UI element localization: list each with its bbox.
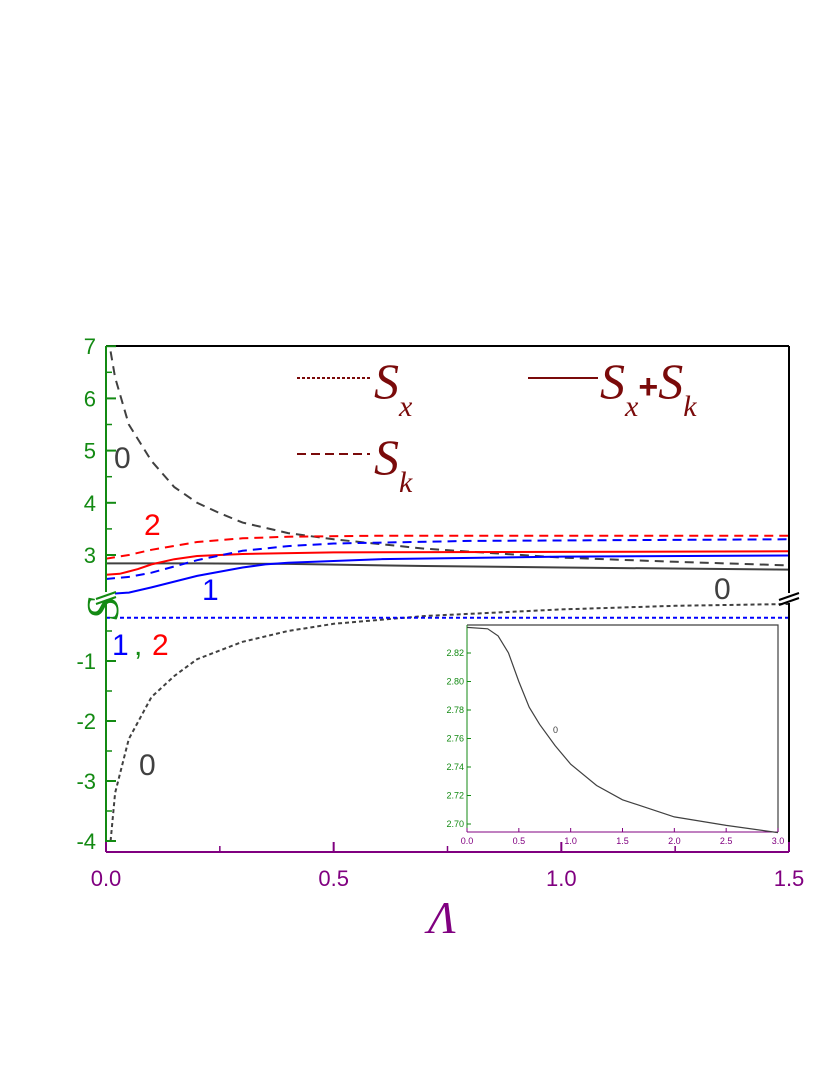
inset-y-tick-label: 2.70 (446, 819, 464, 829)
inset-y-tick-label: 2.74 (446, 762, 464, 772)
inset-y-tick-label: 2.80 (446, 677, 464, 687)
axis-break-mark (778, 592, 800, 601)
annotation-1: 1 (202, 574, 219, 607)
annotation-2: 2 (144, 509, 161, 542)
axis-break-mark (95, 596, 117, 605)
annotation-0-sx: 0 (139, 749, 156, 782)
y-tick-label: 5 (84, 439, 96, 464)
series-0-sk (109, 351, 790, 567)
y-tick-label: -2 (76, 709, 96, 734)
series-0-sx-plus-sk (106, 562, 790, 571)
inset-background (463, 623, 780, 832)
annotation-0-sk: 0 (114, 442, 131, 475)
y-tick-label: 3 (84, 543, 96, 568)
legend-label-sx: Sx (374, 353, 413, 423)
y-tick-label: -3 (76, 769, 96, 794)
inset-x-tick-label: 2.0 (668, 836, 681, 846)
inset-x-tick-label: 0.5 (513, 836, 526, 846)
x-tick-label: 1.5 (774, 866, 805, 891)
inset-x-tick-label: 1.5 (616, 836, 629, 846)
inset-x-tick-label: 1.0 (564, 836, 577, 846)
inset-annotation: 0 (553, 725, 558, 735)
series-2-sk (105, 534, 789, 560)
axes: 7 6 5 4 3 -1 -2 -3 -4 0.0 0.5 1.0 1.5 (76, 334, 804, 891)
legend-label-total: Sx+Sk (600, 353, 697, 423)
y-axis-title: S (77, 597, 128, 620)
legend-label-sk: Sk (374, 429, 413, 499)
series-1-sx-plus-sk (105, 554, 790, 596)
annotation-comma: , (134, 629, 142, 662)
inset-chart: 2.82 2.80 2.78 2.76 2.74 2.72 2.70 0.0 0.5 1.0 1.5… (446, 623, 784, 846)
inset-x-tick-label: 3.0 (772, 836, 785, 846)
y-tick-label: 7 (84, 334, 96, 359)
x-tick-label: 0.5 (318, 866, 349, 891)
axis-break-mark (95, 591, 117, 600)
inset-x-tick-label: 2.5 (720, 836, 733, 846)
y-tick-label: -1 (76, 649, 96, 674)
x-axis-title: Λ (424, 892, 456, 943)
x-tick-label: 0.0 (91, 866, 122, 891)
x-tick-label: 1.0 (546, 866, 577, 891)
legend: Sx Sk Sx+Sk (297, 353, 697, 499)
inset-y-tick-label: 2.82 (446, 648, 464, 658)
inset-series-0 (466, 626, 779, 834)
series-1-sk (105, 538, 790, 580)
plot-lines (105, 351, 790, 842)
axis-break-gap (780, 593, 798, 603)
inset-y-tick-label: 2.76 (446, 734, 464, 744)
y-tick-label: -4 (76, 829, 96, 854)
inset-x-tick-label: 0.0 (461, 836, 474, 846)
series-2-sx-plus-sk (105, 550, 790, 576)
y-tick-label: 6 (84, 386, 96, 411)
annotation-2-sx: 2 (152, 629, 169, 662)
inset-frame (467, 624, 779, 832)
series-0-sx (109, 603, 790, 842)
inset-y-tick-label: 2.78 (446, 705, 464, 715)
annotation-0-total: 0 (714, 573, 731, 606)
inset-y-tick-label: 2.72 (446, 791, 464, 801)
axis-break-mark (778, 597, 800, 606)
axis-break-gap (97, 592, 115, 602)
annotation-1-sx: 1 (112, 629, 129, 662)
y-tick-label: 4 (84, 491, 96, 516)
